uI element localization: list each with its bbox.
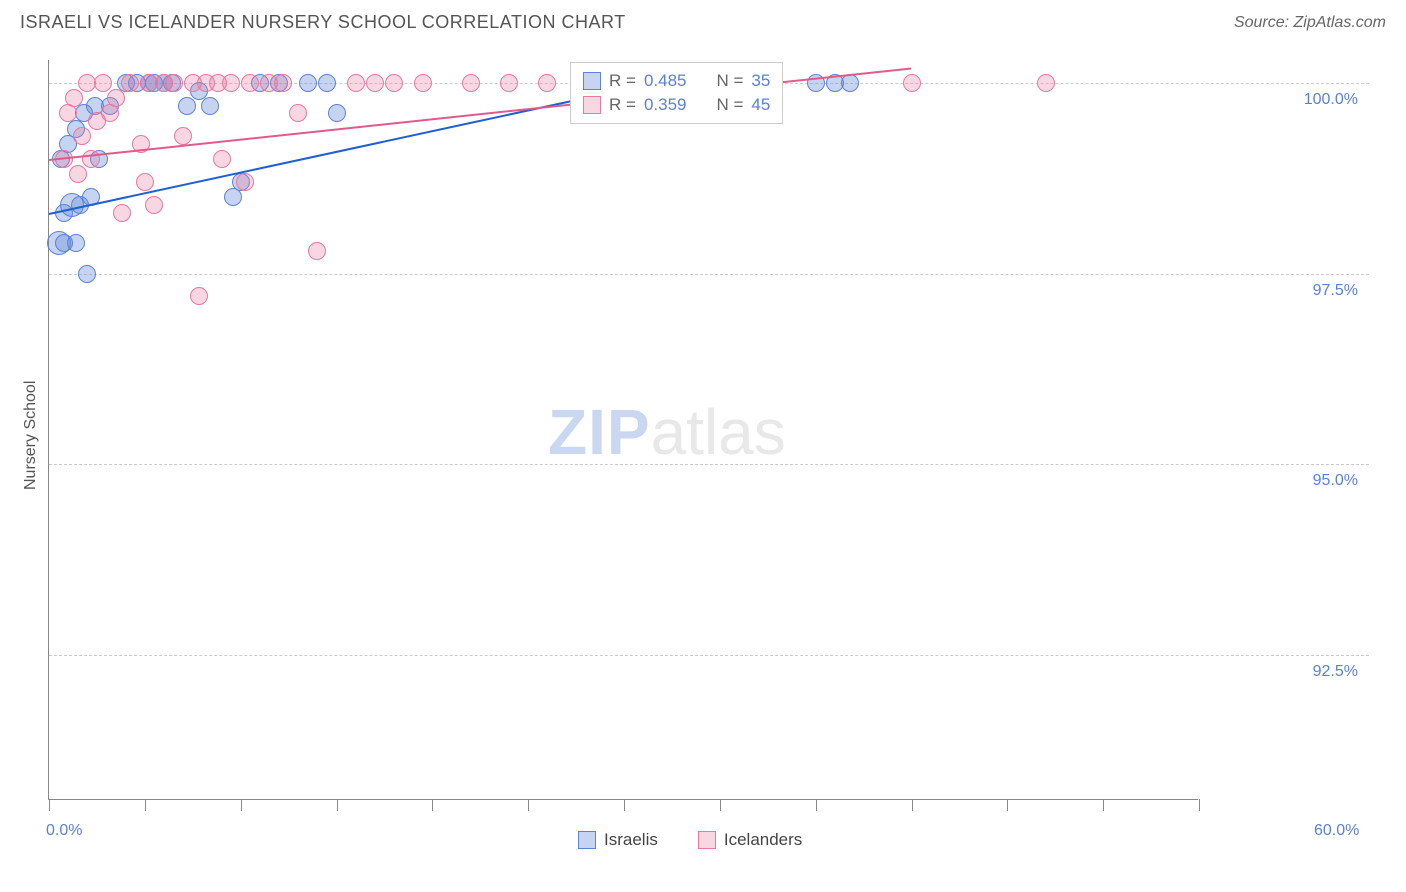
data-point <box>308 242 326 260</box>
series-legend-item: Israelis <box>578 828 658 852</box>
series-name: Israelis <box>604 830 658 850</box>
y-tick-label: 95.0% <box>1288 472 1358 490</box>
legend-row: R = 0.485 N = 35 <box>583 69 770 93</box>
legend-n-value: 45 <box>751 95 770 115</box>
x-tick <box>1007 799 1008 811</box>
data-point <box>178 97 196 115</box>
legend-n-label: N = <box>716 71 743 91</box>
gridline <box>49 274 1369 275</box>
data-point <box>107 89 125 107</box>
legend-n-label: N = <box>716 95 743 115</box>
data-point <box>190 287 208 305</box>
y-tick-label: 92.5% <box>1288 663 1358 681</box>
data-point <box>385 74 403 92</box>
x-tick <box>1199 799 1200 811</box>
data-point <box>462 74 480 92</box>
data-point <box>274 74 292 92</box>
legend-n-value: 35 <box>751 71 770 91</box>
data-point <box>67 234 85 252</box>
data-point <box>145 196 163 214</box>
data-point <box>73 127 91 145</box>
y-tick-label: 97.5% <box>1288 282 1358 300</box>
data-point <box>222 74 240 92</box>
correlation-legend: R = 0.485 N = 35 R = 0.359 N = 45 <box>570 62 783 124</box>
data-point <box>94 74 112 92</box>
data-point <box>201 97 219 115</box>
data-point <box>241 74 259 92</box>
data-point <box>318 74 336 92</box>
x-tick <box>241 799 242 811</box>
y-tick-label: 100.0% <box>1288 91 1358 109</box>
data-point <box>174 127 192 145</box>
data-point <box>165 74 183 92</box>
data-point <box>121 74 139 92</box>
data-point <box>299 74 317 92</box>
x-tick <box>912 799 913 811</box>
data-point <box>538 74 556 92</box>
data-point <box>65 89 83 107</box>
data-point <box>113 204 131 222</box>
legend-r-label: R = <box>609 95 636 115</box>
x-tick <box>528 799 529 811</box>
data-point <box>236 173 254 191</box>
legend-swatch <box>698 831 716 849</box>
gridline <box>49 655 1369 656</box>
gridline <box>49 464 1369 465</box>
data-point <box>328 104 346 122</box>
data-point <box>78 265 96 283</box>
chart-title: ISRAELI VS ICELANDER NURSERY SCHOOL CORR… <box>20 12 626 33</box>
series-name: Icelanders <box>724 830 802 850</box>
x-tick <box>624 799 625 811</box>
x-tick <box>49 799 50 811</box>
legend-row: R = 0.359 N = 45 <box>583 93 770 117</box>
legend-r-label: R = <box>609 71 636 91</box>
x-tick <box>145 799 146 811</box>
data-point <box>347 74 365 92</box>
legend-swatch <box>578 831 596 849</box>
data-point <box>366 74 384 92</box>
data-point <box>903 74 921 92</box>
data-point <box>1037 74 1055 92</box>
x-tick <box>816 799 817 811</box>
data-point <box>213 150 231 168</box>
x-tick <box>337 799 338 811</box>
y-axis-title: Nursery School <box>22 381 40 490</box>
x-tick <box>432 799 433 811</box>
series-legend: Israelis Icelanders <box>578 828 802 852</box>
x-tick <box>1103 799 1104 811</box>
series-legend-item: Icelanders <box>698 828 802 852</box>
x-tick <box>720 799 721 811</box>
data-point <box>69 165 87 183</box>
data-point <box>136 173 154 191</box>
chart-source: Source: ZipAtlas.com <box>1234 14 1386 32</box>
legend-swatch <box>583 72 601 90</box>
legend-swatch <box>583 96 601 114</box>
data-point <box>414 74 432 92</box>
legend-r-value: 0.485 <box>644 71 687 91</box>
chart-header: ISRAELI VS ICELANDER NURSERY SCHOOL CORR… <box>0 0 1406 41</box>
x-min-label: 0.0% <box>46 822 82 840</box>
x-max-label: 60.0% <box>1314 822 1359 840</box>
data-point <box>500 74 518 92</box>
plot-area <box>48 60 1198 800</box>
legend-r-value: 0.359 <box>644 95 687 115</box>
data-point <box>289 104 307 122</box>
